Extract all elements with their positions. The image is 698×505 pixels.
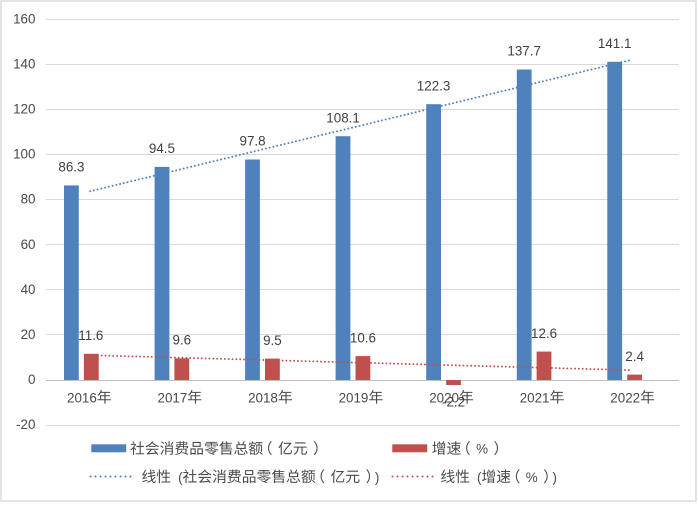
svg-text:97.8: 97.8 (240, 134, 266, 149)
svg-text:108.1: 108.1 (326, 110, 360, 125)
svg-text:141.1: 141.1 (598, 36, 632, 51)
svg-text:%: % (476, 442, 488, 457)
svg-text:122.3: 122.3 (417, 78, 451, 93)
svg-text:2018: 2018 (248, 391, 278, 406)
svg-text:11.6: 11.6 (78, 328, 103, 343)
svg-text:2019: 2019 (339, 391, 369, 406)
svg-text:86.3: 86.3 (58, 160, 84, 175)
svg-text:9.6: 9.6 (173, 333, 192, 348)
svg-text:12.6: 12.6 (531, 326, 557, 341)
svg-text:60: 60 (21, 237, 36, 252)
svg-text:120: 120 (13, 102, 35, 117)
svg-text:-20: -20 (16, 417, 35, 432)
svg-text:10.6: 10.6 (350, 330, 376, 345)
svg-text:-2.2: -2.2 (442, 395, 465, 410)
svg-text:80: 80 (21, 192, 36, 207)
svg-text:94.5: 94.5 (149, 141, 175, 156)
svg-text:137.7: 137.7 (507, 44, 541, 59)
svg-text:2.4: 2.4 (625, 349, 644, 364)
svg-text:2017: 2017 (158, 391, 188, 406)
svg-text:2020: 2020 (429, 391, 459, 406)
svg-text:40: 40 (21, 282, 36, 297)
svg-text:20: 20 (21, 327, 36, 342)
svg-text:): ) (375, 470, 379, 485)
svg-text:160: 160 (13, 11, 35, 26)
svg-text:(: ( (477, 470, 482, 485)
svg-text:2021: 2021 (520, 391, 550, 406)
svg-text:(: ( (178, 470, 183, 485)
svg-text:2016: 2016 (67, 391, 97, 406)
svg-text:140: 140 (13, 56, 35, 71)
svg-text:%: % (526, 470, 538, 485)
svg-text:100: 100 (13, 147, 35, 162)
svg-text:2022: 2022 (610, 391, 640, 406)
svg-text:): ) (553, 470, 557, 485)
svg-text:0: 0 (28, 372, 35, 387)
svg-text:9.5: 9.5 (263, 333, 282, 348)
